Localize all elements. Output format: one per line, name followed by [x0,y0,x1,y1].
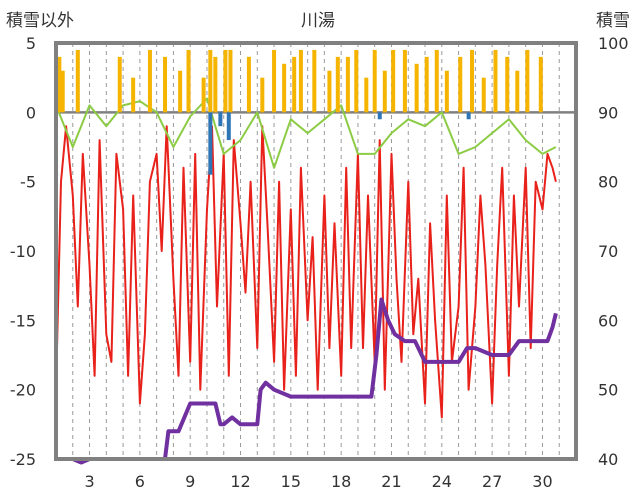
bar-f4b400-15 [260,77,265,113]
bar-f4b400-16 [272,49,277,113]
y-right-tick-label: 100 [598,34,629,53]
x-tick-label: 15 [281,472,301,491]
bar-2e75b6-1 [218,112,223,127]
y-right-tick-label: 70 [598,242,618,261]
bar-2e75b6-3 [377,112,382,120]
bar-f4b400-20 [312,49,317,113]
bar-f4b400-36 [481,77,486,113]
bar-f4b400-23 [345,56,350,113]
bar-f4b400-6 [163,56,168,113]
bar-f4b400-21 [327,70,332,113]
bar-f4b400-27 [382,70,387,113]
bar-f4b400-41 [538,56,543,113]
y-left-tick-label: 5 [26,34,36,53]
series-line-7030a0 [56,297,558,465]
bar-f4b400-34 [458,56,463,113]
bar-f4b400-24 [354,49,359,113]
bar-f4b400-26 [372,49,377,113]
bar-f4b400-33 [444,70,449,113]
y-right-label: 積雪 [596,11,630,31]
bar-f4b400-25 [364,77,369,113]
bar-f4b400-39 [515,70,520,113]
y-left-tick-label: -20 [10,381,36,400]
bar-f4b400-32 [434,49,439,113]
x-tick-label: 12 [230,472,250,491]
x-tick-label: 3 [84,472,94,491]
bar-f4b400-13 [228,49,233,113]
x-tick-label: 9 [185,472,195,491]
bar-f4b400-8 [186,49,191,113]
y-right-tick-label: 60 [598,311,618,330]
y-left-tick-label: -25 [10,450,36,469]
x-tick-label: 27 [482,472,502,491]
bar-f4b400-19 [298,49,303,113]
bar-f4b400-22 [335,56,340,113]
x-tick-label: 30 [532,472,552,491]
series-line-e8211b [55,125,557,419]
bar-f4b400-4 [131,77,136,113]
bar-f4b400-14 [246,56,251,113]
y-left-tick-label: -15 [10,311,36,330]
bar-f4b400-3 [117,56,122,113]
bar-f4b400-35 [470,49,474,113]
bar-2e75b6-4 [466,112,471,120]
x-tick-label: 18 [331,472,351,491]
bar-f4b400-2 [75,49,80,113]
chart-title: 川湯 [301,11,335,31]
y-left-tick-label: -10 [10,242,36,261]
y-right-tick-label: 40 [598,450,618,469]
x-tick-label: 6 [135,472,145,491]
bar-f4b400-0 [57,56,62,113]
bar-f4b400-28 [391,49,396,113]
bar-f4b400-40 [525,49,530,113]
bar-f4b400-9 [201,77,206,113]
bar-f4b400-5 [147,49,152,113]
x-tick-label: 21 [381,472,401,491]
bar-f4b400-37 [493,49,498,113]
series-line-8ccc44 [55,97,557,169]
bar-f4b400-38 [505,56,510,113]
y-right-tick-label: 50 [598,381,618,400]
bar-2e75b6-2 [226,112,231,141]
bar-f4b400-30 [414,63,419,113]
bar-f4b400-17 [282,63,287,113]
y-left-tick-label: -5 [20,173,36,192]
bar-f4b400-31 [424,56,429,113]
y-left-tick-label: 0 [26,103,36,122]
bar-f4b400-10 [208,49,213,113]
bar-f4b400-29 [402,49,407,113]
y-right-tick-label: 90 [598,103,618,122]
y-left-label: 積雪以外 [6,11,74,31]
bar-f4b400-11 [213,56,218,113]
bar-f4b400-12 [223,49,228,113]
y-right-tick-label: 80 [598,173,618,192]
bar-f4b400-7 [178,70,183,113]
bar-2e75b6-0 [208,112,213,175]
bar-f4b400-1 [60,70,65,113]
bar-f4b400-18 [292,56,297,113]
x-tick-label: 24 [432,472,452,491]
plot-frame [54,41,578,461]
